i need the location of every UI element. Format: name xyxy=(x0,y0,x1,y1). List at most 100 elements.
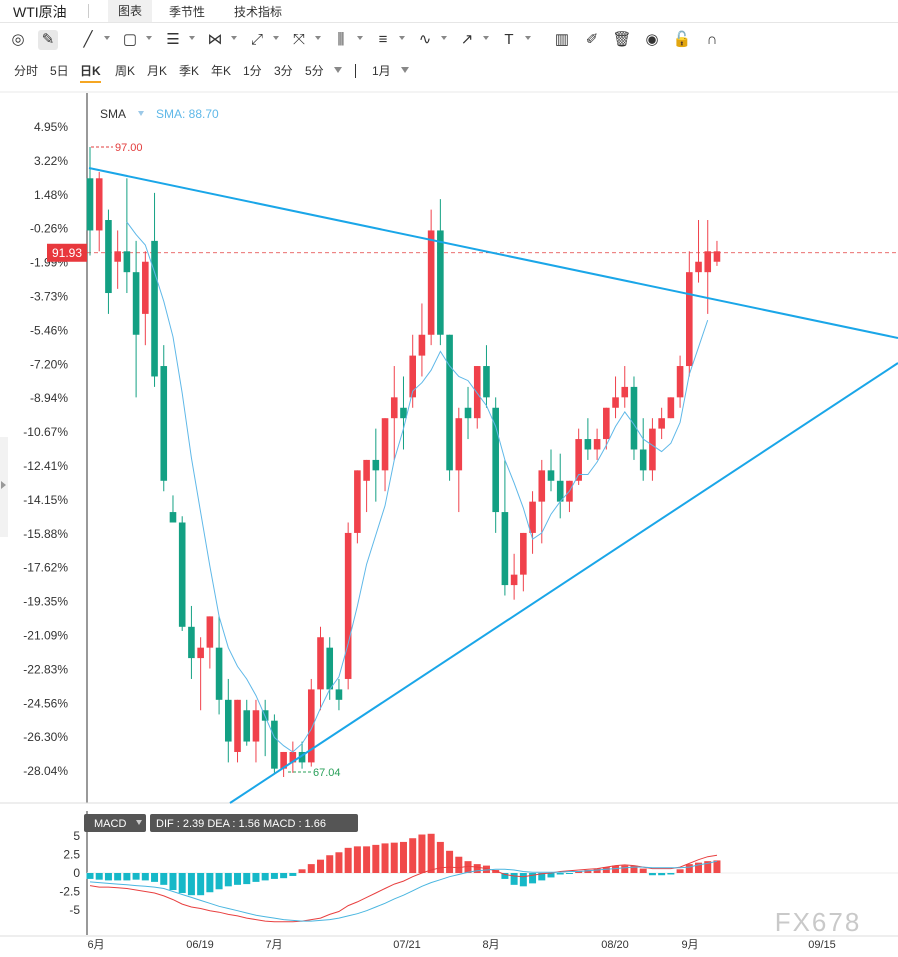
macd-histogram-bar xyxy=(510,873,518,885)
macd-histogram-bar xyxy=(390,842,398,873)
vertical-caret-icon[interactable] xyxy=(357,36,363,40)
macd-histogram-bar xyxy=(187,873,195,896)
x-tick-label: 09/15 xyxy=(808,939,836,951)
candle-body xyxy=(667,397,675,419)
y-tick-label: -8.94% xyxy=(30,391,68,405)
period-more-dropdown-icon[interactable] xyxy=(334,67,342,73)
macd-y-tick-label: 5 xyxy=(73,829,80,843)
macd-histogram-bar xyxy=(556,873,564,875)
pitchfork-caret-icon[interactable] xyxy=(315,36,321,40)
x-tick-label: 06/19 xyxy=(186,939,214,951)
y-tick-label: -10.67% xyxy=(23,425,68,439)
left-panel-toggle[interactable] xyxy=(0,437,8,537)
arrow-icon[interactable]: ↗ xyxy=(460,31,474,48)
period-quarterly[interactable]: 季K xyxy=(179,64,200,78)
macd-histogram-bar xyxy=(234,873,242,885)
fibonacci-icon[interactable]: ⤢ xyxy=(250,31,263,48)
pattern-caret-icon[interactable] xyxy=(231,36,237,40)
tab-seasonality[interactable]: 季节性 xyxy=(169,5,206,19)
macd-histogram-bar xyxy=(197,873,205,896)
candle-body xyxy=(418,334,426,356)
tab-technical-indicators[interactable]: 技术指标 xyxy=(234,5,283,19)
y-tick-label: -24.56% xyxy=(23,696,68,710)
pattern-icon[interactable]: ⋈ xyxy=(207,31,223,48)
brush-icon[interactable]: ∿ xyxy=(418,31,432,48)
candle-body xyxy=(132,272,140,335)
text-icon[interactable]: T xyxy=(504,31,514,48)
macd-histogram-bar xyxy=(178,873,186,893)
period-daily[interactable]: 日K xyxy=(80,62,101,83)
period-5day[interactable]: 5日 xyxy=(50,64,69,78)
candle-body xyxy=(142,261,149,314)
fibonacci-caret-icon[interactable] xyxy=(273,36,279,40)
period-monthly[interactable]: 月K xyxy=(147,64,168,78)
range-selector[interactable]: 1月 xyxy=(372,64,391,78)
period-yearly[interactable]: 年K xyxy=(211,64,232,78)
sma-value: SMA: 88.70 xyxy=(156,107,219,121)
candle-body xyxy=(390,397,398,419)
text-caret-icon[interactable] xyxy=(525,36,531,40)
candle-body xyxy=(520,532,527,575)
magnet-icon[interactable]: ∩ xyxy=(706,31,718,48)
eye-icon[interactable]: ◉ xyxy=(645,31,659,48)
candle-body xyxy=(169,512,177,523)
vertical-lines-icon[interactable]: ⫼ xyxy=(337,31,345,48)
period-1min[interactable]: 1分 xyxy=(243,64,262,78)
period-selector: 分时 5日 日K 周K 月K 季K 年K 1分 3分 5分 1月 xyxy=(0,58,898,83)
trend-line-caret-icon[interactable] xyxy=(104,36,110,40)
macd-label: MACD xyxy=(94,818,126,830)
pitchfork-icon[interactable]: ⤧ xyxy=(292,31,305,48)
period-5min[interactable]: 5分 xyxy=(305,64,324,78)
trash-icon[interactable]: 🗑 xyxy=(612,31,632,48)
lock-icon[interactable]: 🔓 xyxy=(672,31,692,48)
candle-body xyxy=(510,574,518,586)
candle-body xyxy=(676,366,684,398)
macd-histogram-bar xyxy=(151,873,159,882)
channel-caret-icon[interactable] xyxy=(399,36,405,40)
candle-body xyxy=(243,710,251,742)
sma-label: SMA xyxy=(100,107,126,121)
arrow-caret-icon[interactable] xyxy=(483,36,489,40)
macd-histogram-bar xyxy=(473,864,481,873)
lower-trendline xyxy=(229,362,898,804)
macd-histogram-bar xyxy=(565,873,573,874)
tab-chart[interactable]: 图表 xyxy=(108,0,153,22)
period-weekly[interactable]: 周K xyxy=(115,64,136,78)
candle-body xyxy=(95,178,103,231)
watermark: FX678 xyxy=(775,907,862,937)
brush-caret-icon[interactable] xyxy=(441,36,447,40)
candle-style-icon[interactable]: ▥ xyxy=(554,31,570,48)
macd-histogram-bar xyxy=(114,873,122,881)
candle-body xyxy=(252,710,260,742)
macd-histogram-bar xyxy=(464,861,472,873)
macd-histogram-bar xyxy=(95,873,103,880)
candle-body xyxy=(584,439,592,450)
pencil-edit-icon[interactable]: ✎ xyxy=(38,30,58,50)
macd-histogram-bar xyxy=(538,873,546,881)
drawing-mode-icon[interactable]: ◎ xyxy=(11,31,25,48)
macd-histogram-bar xyxy=(307,864,315,873)
sma-line xyxy=(126,221,709,753)
top-bar: WTI原油 图表 季节性 技术指标 xyxy=(0,0,898,23)
y-tick-label: -15.88% xyxy=(23,527,68,541)
period-3min[interactable]: 3分 xyxy=(274,64,293,78)
header-divider xyxy=(88,4,89,18)
rectangle-caret-icon[interactable] xyxy=(146,36,152,40)
macd-histogram-bar xyxy=(602,867,610,873)
candle-body xyxy=(464,407,472,419)
macd-histogram-bar xyxy=(427,833,435,873)
x-tick-label: 9月 xyxy=(681,939,698,951)
pen-icon[interactable]: ✐ xyxy=(585,31,599,48)
parallel-caret-icon[interactable] xyxy=(189,36,195,40)
candle-body xyxy=(123,251,131,273)
candle-body xyxy=(639,449,647,471)
trend-line-icon[interactable]: ╱ xyxy=(83,31,93,48)
horizontal-channel-icon[interactable]: ≡ xyxy=(378,31,388,48)
candle-body xyxy=(271,720,278,769)
range-dropdown-icon[interactable] xyxy=(401,67,409,73)
candle-body xyxy=(215,647,223,700)
rectangle-icon[interactable]: ▢ xyxy=(122,31,138,48)
period-intraday[interactable]: 分时 xyxy=(14,64,39,78)
parallel-lines-icon[interactable]: ☰ xyxy=(166,31,180,48)
